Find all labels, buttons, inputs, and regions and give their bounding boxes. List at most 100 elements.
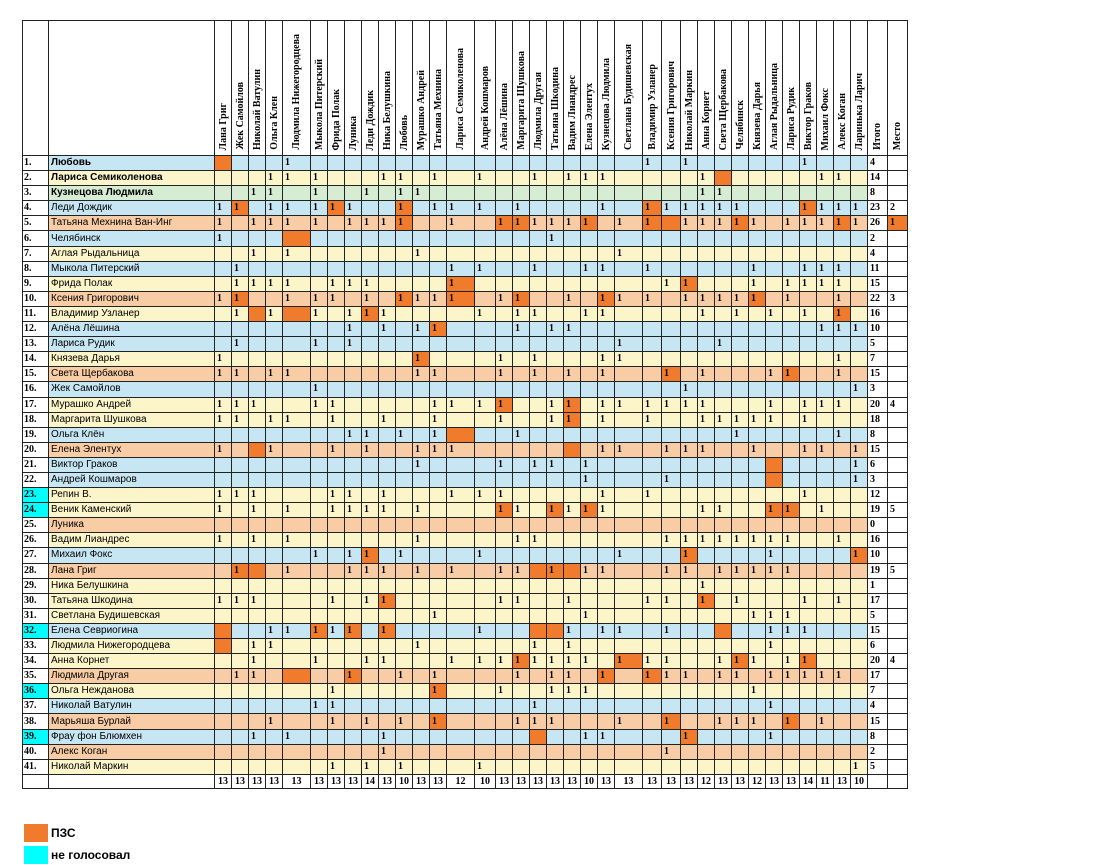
vote-cell bbox=[395, 366, 413, 383]
vote-cell: 1 bbox=[816, 441, 834, 458]
vote-cell bbox=[697, 622, 715, 640]
vote-cell: 1 bbox=[697, 577, 715, 594]
vote-cell: 1 bbox=[714, 653, 732, 670]
vote-cell bbox=[799, 185, 817, 202]
vote-cell bbox=[446, 668, 475, 685]
vote-cell bbox=[765, 592, 783, 609]
vote-cell: 1 bbox=[474, 758, 496, 775]
column-header: Ольга Клен bbox=[265, 20, 283, 156]
vote-cell: 1 bbox=[748, 713, 766, 730]
column-header-label: Света Щербакова bbox=[717, 68, 729, 150]
vote-cell: 1 bbox=[614, 336, 643, 353]
vote-cell bbox=[765, 245, 783, 262]
vote-cell bbox=[512, 698, 530, 715]
vote-cell bbox=[748, 517, 766, 534]
vote-cell bbox=[714, 698, 732, 715]
vote-cell bbox=[782, 683, 800, 700]
vote-cell bbox=[597, 592, 615, 609]
vote-cell bbox=[731, 351, 749, 368]
vote-cell bbox=[412, 336, 430, 353]
pzs-cell bbox=[282, 305, 311, 323]
vote-cell bbox=[580, 698, 598, 715]
vote-cell: 1 bbox=[748, 290, 766, 307]
vote-cell bbox=[231, 517, 249, 534]
vote-cell: 1 bbox=[850, 381, 868, 398]
vote-cell bbox=[642, 728, 662, 745]
column-header-label: Аглая Рыдальница bbox=[768, 62, 780, 150]
vote-cell bbox=[378, 547, 396, 564]
vote-cell bbox=[850, 743, 868, 760]
vote-cell bbox=[231, 607, 249, 624]
vote-cell bbox=[642, 698, 662, 715]
vote-cell bbox=[395, 351, 413, 368]
vote-cell: 1 bbox=[799, 487, 817, 504]
vote-cell bbox=[282, 637, 311, 655]
vote-cell bbox=[327, 215, 345, 232]
vote-cell bbox=[265, 653, 283, 670]
vote-cell bbox=[546, 290, 564, 307]
vote-cell bbox=[378, 713, 396, 730]
vote-cell bbox=[446, 622, 475, 640]
vote-cell bbox=[265, 245, 283, 262]
vote-cell bbox=[495, 668, 513, 685]
total-header: Итого bbox=[867, 20, 888, 156]
vote-cell: 1 bbox=[474, 487, 496, 504]
column-sum: 12 bbox=[446, 773, 475, 789]
vote-cell: 1 bbox=[597, 668, 615, 685]
column-header-label: Ольга Клен bbox=[268, 96, 280, 150]
vote-cell bbox=[765, 336, 783, 353]
vote-cell bbox=[642, 275, 662, 292]
row-number: 29. bbox=[22, 577, 49, 594]
vote-cell bbox=[395, 698, 413, 715]
vote-cell: 1 bbox=[563, 622, 581, 640]
vote-cell bbox=[378, 351, 396, 368]
vote-cell: 1 bbox=[446, 562, 475, 579]
row-number: 33. bbox=[22, 637, 49, 655]
column-sum: 13 bbox=[327, 773, 345, 789]
vote-cell: 1 bbox=[344, 275, 362, 292]
vote-cell: 1 bbox=[697, 185, 715, 202]
vote-cell: 1 bbox=[214, 230, 232, 247]
vote-cell bbox=[395, 532, 413, 549]
row-place bbox=[887, 260, 908, 277]
vote-cell: 1 bbox=[833, 200, 851, 217]
vote-cell bbox=[529, 396, 547, 413]
vote-cell bbox=[580, 396, 598, 413]
vote-cell: 1 bbox=[529, 698, 547, 715]
vote-cell: 1 bbox=[231, 487, 249, 504]
vote-cell bbox=[429, 471, 447, 489]
vote-cell bbox=[378, 683, 396, 700]
column-header-label: Алёна Лёшина bbox=[498, 82, 510, 150]
vote-cell bbox=[395, 321, 413, 338]
vote-cell bbox=[378, 290, 396, 307]
vote-cell: 1 bbox=[395, 185, 413, 202]
vote-cell: 1 bbox=[597, 260, 615, 277]
vote-cell bbox=[214, 698, 232, 715]
vote-cell bbox=[361, 456, 379, 473]
vote-cell bbox=[782, 547, 800, 564]
vote-cell: 1 bbox=[512, 532, 530, 549]
vote-cell: 1 bbox=[214, 215, 232, 232]
vote-cell bbox=[563, 426, 581, 443]
column-header-label: Князева Дарья bbox=[751, 82, 763, 150]
vote-cell bbox=[680, 713, 698, 730]
participant-name: Анна Корнет bbox=[48, 653, 215, 670]
vote-cell: 1 bbox=[782, 275, 800, 292]
vote-cell bbox=[310, 456, 328, 473]
vote-cell bbox=[495, 532, 513, 549]
row-place bbox=[887, 321, 908, 338]
row-number: 25. bbox=[22, 517, 49, 534]
vote-cell bbox=[231, 728, 249, 745]
row-total: 5 bbox=[867, 607, 888, 624]
vote-cell bbox=[850, 622, 868, 640]
vote-cell bbox=[680, 305, 698, 323]
vote-cell bbox=[231, 471, 249, 489]
vote-cell bbox=[512, 758, 530, 775]
vote-cell: 1 bbox=[412, 351, 430, 368]
vote-cell bbox=[474, 441, 496, 458]
vote-cell bbox=[731, 698, 749, 715]
vote-cell bbox=[580, 547, 598, 564]
vote-cell: 1 bbox=[748, 441, 766, 458]
vote-cell bbox=[282, 336, 311, 353]
column-header: Татьяна Мехнина bbox=[429, 20, 447, 156]
